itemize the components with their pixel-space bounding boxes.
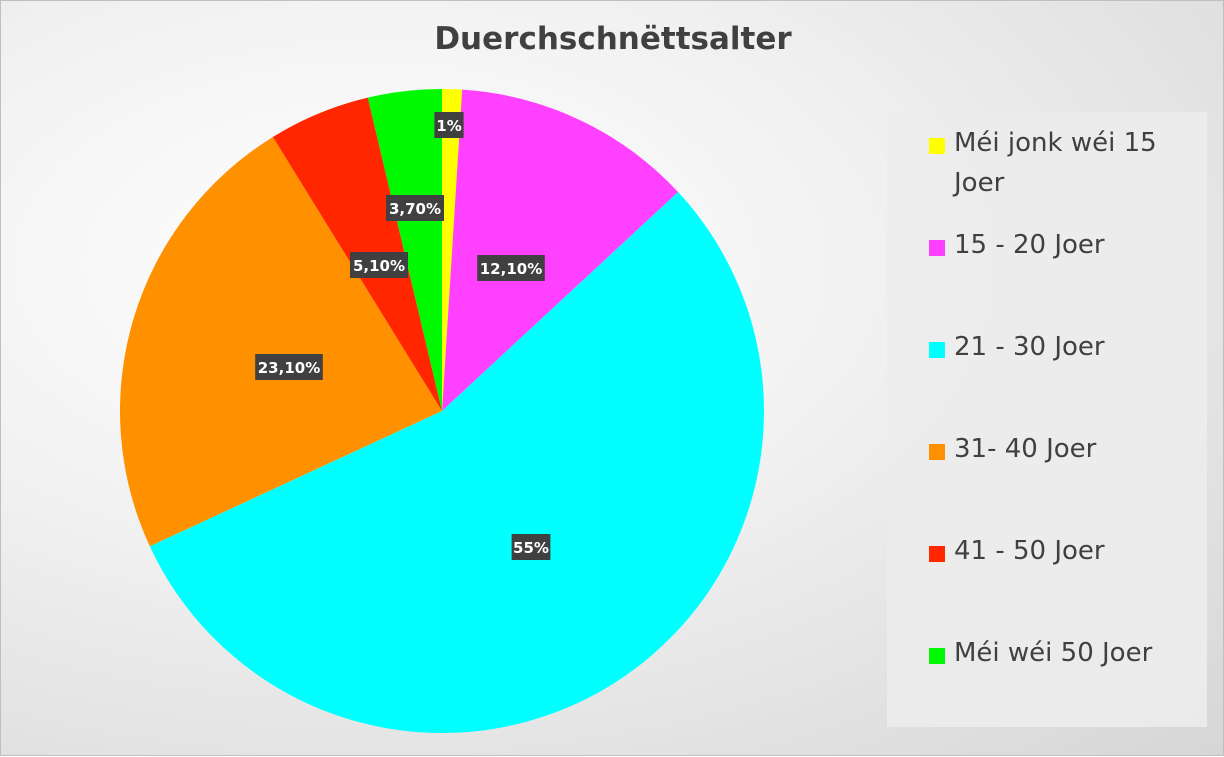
legend-swatch [929, 342, 945, 358]
legend-label: 31- 40 Joer [954, 434, 1097, 464]
svg-text:1%: 1% [436, 117, 461, 135]
pie-slice-15-20-joer [442, 89, 679, 412]
legend-swatch [929, 546, 945, 562]
legend-label: 15 - 20 Joer [954, 230, 1105, 260]
legend-swatch [929, 240, 945, 256]
svg-text:55%: 55% [513, 539, 549, 557]
data-label-m-i-jonk-w-i-15-joer: 1% [434, 112, 464, 138]
svg-text:23,10%: 23,10% [258, 359, 320, 377]
legend-swatch [929, 138, 945, 154]
legend: Méi jonk wéi 15 Joer 15 - 20 Joer 21 - 30 … [887, 112, 1207, 727]
pie-slice-21-30-joer [149, 192, 764, 733]
svg-text:3,70%: 3,70% [389, 200, 441, 218]
legend-label: 41 - 50 Joer [954, 536, 1105, 566]
data-label-m-i-w-i-50-joer: 3,70% [386, 195, 444, 221]
legend-label: 21 - 30 Joer [954, 332, 1105, 362]
pie-slice-31-40-joer [120, 136, 442, 547]
data-label-41-50-joer: 5,10% [350, 252, 408, 278]
legend-label: Méi wéi 50 Joer [954, 638, 1153, 668]
legend-swatch [929, 648, 945, 664]
pie-slice-m-i-w-i-50-joer [367, 89, 442, 411]
svg-text:5,10%: 5,10% [353, 257, 405, 275]
legend-swatch [929, 444, 945, 460]
svg-text:12,10%: 12,10% [480, 260, 542, 278]
data-label-21-30-joer: 55% [511, 534, 551, 560]
chart-title: Duerchschnëttsalter [434, 21, 792, 57]
data-label-15-20-joer: 12,10% [477, 255, 545, 281]
data-label-31-40-joer: 23,10% [255, 354, 323, 380]
pie-slice-m-i-jonk-w-i-15-joer [442, 89, 463, 411]
legend-label: Méi jonk wéi 15 Joer [954, 128, 1157, 198]
